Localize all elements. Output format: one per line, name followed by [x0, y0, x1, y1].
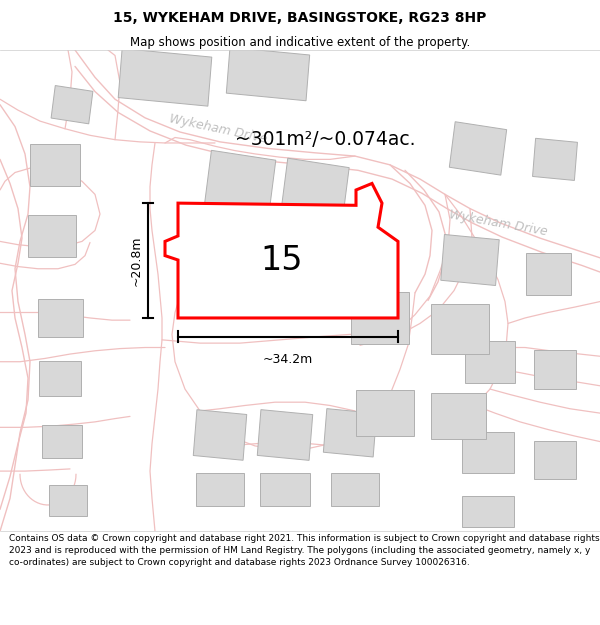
Polygon shape: [165, 184, 398, 318]
Polygon shape: [204, 151, 276, 216]
Polygon shape: [42, 425, 82, 458]
Polygon shape: [526, 254, 571, 295]
Text: ~20.8m: ~20.8m: [130, 235, 143, 286]
Polygon shape: [351, 292, 409, 344]
Polygon shape: [39, 361, 81, 396]
Polygon shape: [118, 49, 212, 106]
Polygon shape: [193, 410, 247, 460]
Text: 15, WYKEHAM DRIVE, BASINGSTOKE, RG23 8HP: 15, WYKEHAM DRIVE, BASINGSTOKE, RG23 8HP: [113, 11, 487, 25]
Polygon shape: [462, 432, 514, 473]
Polygon shape: [534, 441, 576, 479]
Polygon shape: [331, 473, 379, 506]
Polygon shape: [441, 234, 499, 286]
Polygon shape: [449, 122, 506, 175]
Polygon shape: [431, 304, 489, 354]
Polygon shape: [226, 48, 310, 101]
Polygon shape: [196, 473, 244, 506]
Polygon shape: [28, 215, 76, 257]
Text: ~301m²/~0.074ac.: ~301m²/~0.074ac.: [235, 130, 415, 149]
Text: ~34.2m: ~34.2m: [263, 353, 313, 366]
Polygon shape: [51, 86, 93, 124]
Polygon shape: [465, 341, 515, 382]
Polygon shape: [431, 394, 485, 439]
Text: Wykeham Drive: Wykeham Drive: [448, 208, 548, 238]
Polygon shape: [462, 496, 514, 527]
Polygon shape: [257, 409, 313, 461]
Polygon shape: [37, 299, 83, 337]
Polygon shape: [533, 138, 577, 181]
Polygon shape: [30, 144, 80, 186]
Polygon shape: [281, 158, 349, 222]
Text: Map shows position and indicative extent of the property.: Map shows position and indicative extent…: [130, 36, 470, 49]
Text: Contains OS data © Crown copyright and database right 2021. This information is : Contains OS data © Crown copyright and d…: [9, 534, 599, 567]
Polygon shape: [49, 485, 87, 516]
Polygon shape: [260, 473, 310, 506]
Polygon shape: [323, 409, 377, 457]
Polygon shape: [534, 350, 576, 389]
Text: Wykeham Drive: Wykeham Drive: [168, 112, 268, 146]
Text: 15: 15: [261, 244, 303, 276]
Polygon shape: [356, 390, 414, 436]
